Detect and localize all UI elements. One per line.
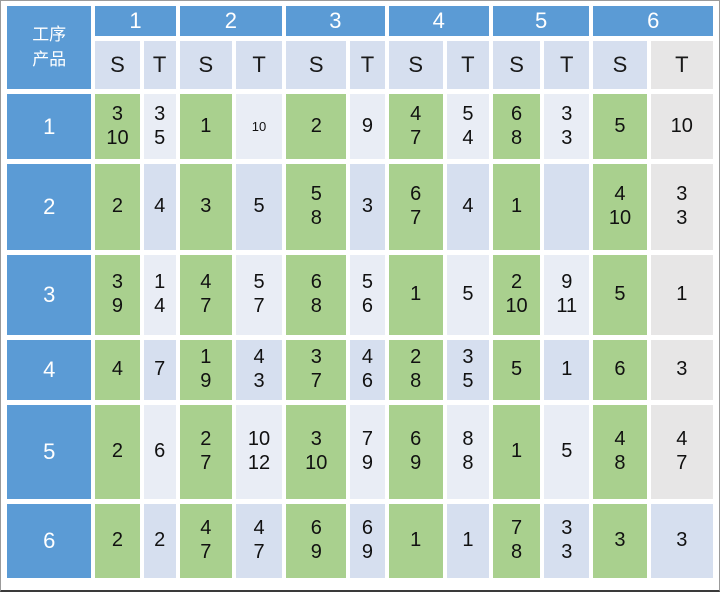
data-cell: 1 9	[179, 340, 232, 400]
data-cell: 10	[235, 94, 283, 159]
subheader-cell: T	[143, 41, 176, 89]
data-cell: 3	[179, 164, 232, 250]
subheader-cell: S	[388, 41, 443, 89]
data-cell: 1	[492, 405, 541, 499]
data-cell: 8 8	[446, 405, 489, 499]
data-cell: 6 9	[286, 504, 347, 578]
data-cell: 4	[446, 164, 489, 250]
data-cell: 4 7	[179, 255, 232, 335]
data-cell: 2 8	[388, 340, 443, 400]
data-cell: 7	[143, 340, 176, 400]
data-cell: 1	[388, 255, 443, 335]
data-cell: 1	[388, 504, 443, 578]
data-cell: 2 10	[492, 255, 541, 335]
data-cell: 3 9	[95, 255, 140, 335]
data-cell: 4 7	[179, 504, 232, 578]
data-cell: 3 5	[446, 340, 489, 400]
data-cell: 6 9	[350, 504, 385, 578]
data-cell: 5 4	[446, 94, 489, 159]
subheader-cell: T	[446, 41, 489, 89]
data-cell: 9	[350, 94, 385, 159]
subheader-cell: S	[593, 41, 647, 89]
col-header-4: 4	[388, 6, 489, 36]
data-cell: 4 10	[593, 164, 647, 250]
data-cell	[544, 164, 590, 250]
subheader-cell: T	[235, 41, 283, 89]
data-cell: 3 3	[544, 504, 590, 578]
data-cell: 2	[95, 405, 140, 499]
data-cell: 6 8	[492, 94, 541, 159]
row-label: 2	[7, 164, 92, 250]
col-header-2: 2	[179, 6, 283, 36]
data-cell: 5	[593, 94, 647, 159]
data-cell: 3	[650, 504, 713, 578]
data-cell: 5	[593, 255, 647, 335]
data-cell: 4	[143, 164, 176, 250]
data-cell: 9 11	[544, 255, 590, 335]
subheader-cell: S	[179, 41, 232, 89]
subheader-cell: S	[95, 41, 140, 89]
data-cell: 3 5	[143, 94, 176, 159]
data-cell: 6	[593, 340, 647, 400]
data-cell: 7 9	[350, 405, 385, 499]
data-cell: 5 6	[350, 255, 385, 335]
row-label: 6	[7, 504, 92, 578]
data-cell: 3	[593, 504, 647, 578]
data-cell: 5	[235, 164, 283, 250]
data-cell: 6 8	[286, 255, 347, 335]
subheader-cell: T	[544, 41, 590, 89]
data-cell: 1 4	[143, 255, 176, 335]
data-cell: 5	[446, 255, 489, 335]
row-label: 1	[7, 94, 92, 159]
data-cell: 6 9	[388, 405, 443, 499]
data-cell: 2	[95, 164, 140, 250]
data-cell: 4 7	[388, 94, 443, 159]
col-header-5: 5	[492, 6, 590, 36]
data-cell: 10 12	[235, 405, 283, 499]
data-cell: 4 3	[235, 340, 283, 400]
data-cell: 4 8	[593, 405, 647, 499]
data-cell: 3 10	[286, 405, 347, 499]
subheader-cell: T	[350, 41, 385, 89]
subheader-cell: S	[492, 41, 541, 89]
row-label: 4	[7, 340, 92, 400]
data-cell: 1	[446, 504, 489, 578]
data-cell: 3	[650, 340, 713, 400]
data-cell: 3 3	[544, 94, 590, 159]
data-cell: 2	[143, 504, 176, 578]
data-cell: 1	[650, 255, 713, 335]
data-cell: 5	[492, 340, 541, 400]
col-header-3: 3	[286, 6, 385, 36]
data-cell: 3 7	[286, 340, 347, 400]
data-cell: 4 7	[650, 405, 713, 499]
subheader-cell: T	[650, 41, 713, 89]
data-cell: 2	[286, 94, 347, 159]
data-cell: 1	[544, 340, 590, 400]
data-cell: 1	[179, 94, 232, 159]
row-label: 5	[7, 405, 92, 499]
data-cell: 3 3	[650, 164, 713, 250]
data-cell: 6 7	[388, 164, 443, 250]
data-cell: 4	[95, 340, 140, 400]
data-cell: 5	[544, 405, 590, 499]
data-cell: 7 8	[492, 504, 541, 578]
col-header-6: 6	[593, 6, 713, 36]
data-cell: 4 7	[235, 504, 283, 578]
data-cell: 5 7	[235, 255, 283, 335]
process-product-table: 工序 产品 1 2 3 4 5 6 S T S T S T S T S T S …	[3, 1, 717, 583]
data-cell: 10	[650, 94, 713, 159]
data-cell: 1	[492, 164, 541, 250]
data-cell: 4 6	[350, 340, 385, 400]
subheader-cell: S	[286, 41, 347, 89]
data-cell: 3 10	[95, 94, 140, 159]
data-cell: 2 7	[179, 405, 232, 499]
col-header-1: 1	[95, 6, 176, 36]
row-label: 3	[7, 255, 92, 335]
data-cell: 6	[143, 405, 176, 499]
data-cell: 5 8	[286, 164, 347, 250]
data-cell: 2	[95, 504, 140, 578]
corner-header: 工序 产品	[7, 6, 92, 89]
data-cell: 3	[350, 164, 385, 250]
